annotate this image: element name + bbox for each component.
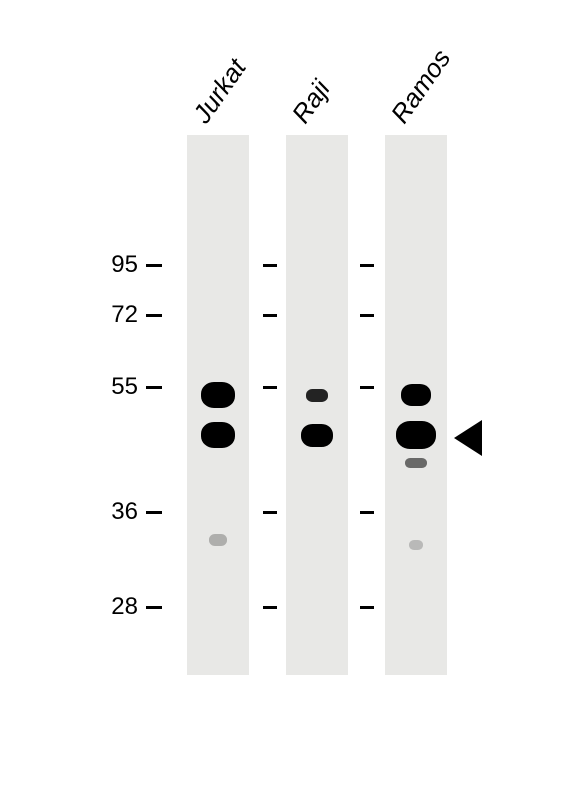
lane-strip-1 xyxy=(286,135,348,675)
western-blot-figure: Jurkat Raji Ramos 95 72 55 36 28 xyxy=(0,0,565,800)
mw-tick-interlane-72-1 xyxy=(360,314,374,317)
mw-tick-55 xyxy=(146,386,162,389)
mw-tick-interlane-28-0 xyxy=(263,606,277,609)
mw-label-95: 95 xyxy=(111,251,138,279)
mw-label-72: 72 xyxy=(111,301,138,329)
band-lane0-1 xyxy=(201,422,235,448)
band-lane2-8 xyxy=(409,540,423,550)
mw-tick-interlane-72-0 xyxy=(263,314,277,317)
band-lane2-6 xyxy=(396,421,436,449)
mw-tick-interlane-36-0 xyxy=(263,511,277,514)
mw-tick-interlane-55-0 xyxy=(263,386,277,389)
mw-label-55: 55 xyxy=(111,373,138,401)
mw-tick-interlane-36-1 xyxy=(360,511,374,514)
mw-tick-interlane-95-1 xyxy=(360,264,374,267)
band-lane2-5 xyxy=(401,384,431,406)
band-lane0-0 xyxy=(201,382,235,408)
band-lane0-2 xyxy=(209,534,227,546)
band-lane1-3 xyxy=(306,389,328,402)
mw-label-28: 28 xyxy=(111,593,138,621)
mw-tick-36 xyxy=(146,511,162,514)
band-lane2-7 xyxy=(405,458,427,468)
target-band-arrow xyxy=(454,420,482,456)
mw-tick-95 xyxy=(146,264,162,267)
mw-tick-72 xyxy=(146,314,162,317)
mw-tick-interlane-95-0 xyxy=(263,264,277,267)
mw-tick-interlane-55-1 xyxy=(360,386,374,389)
lane-label-1: Raji xyxy=(286,75,337,129)
mw-tick-28 xyxy=(146,606,162,609)
band-lane1-4 xyxy=(301,424,333,447)
lane-label-2: Ramos xyxy=(385,44,458,129)
mw-tick-interlane-28-1 xyxy=(360,606,374,609)
mw-label-36: 36 xyxy=(111,498,138,526)
lane-label-0: Jurkat xyxy=(187,53,253,129)
